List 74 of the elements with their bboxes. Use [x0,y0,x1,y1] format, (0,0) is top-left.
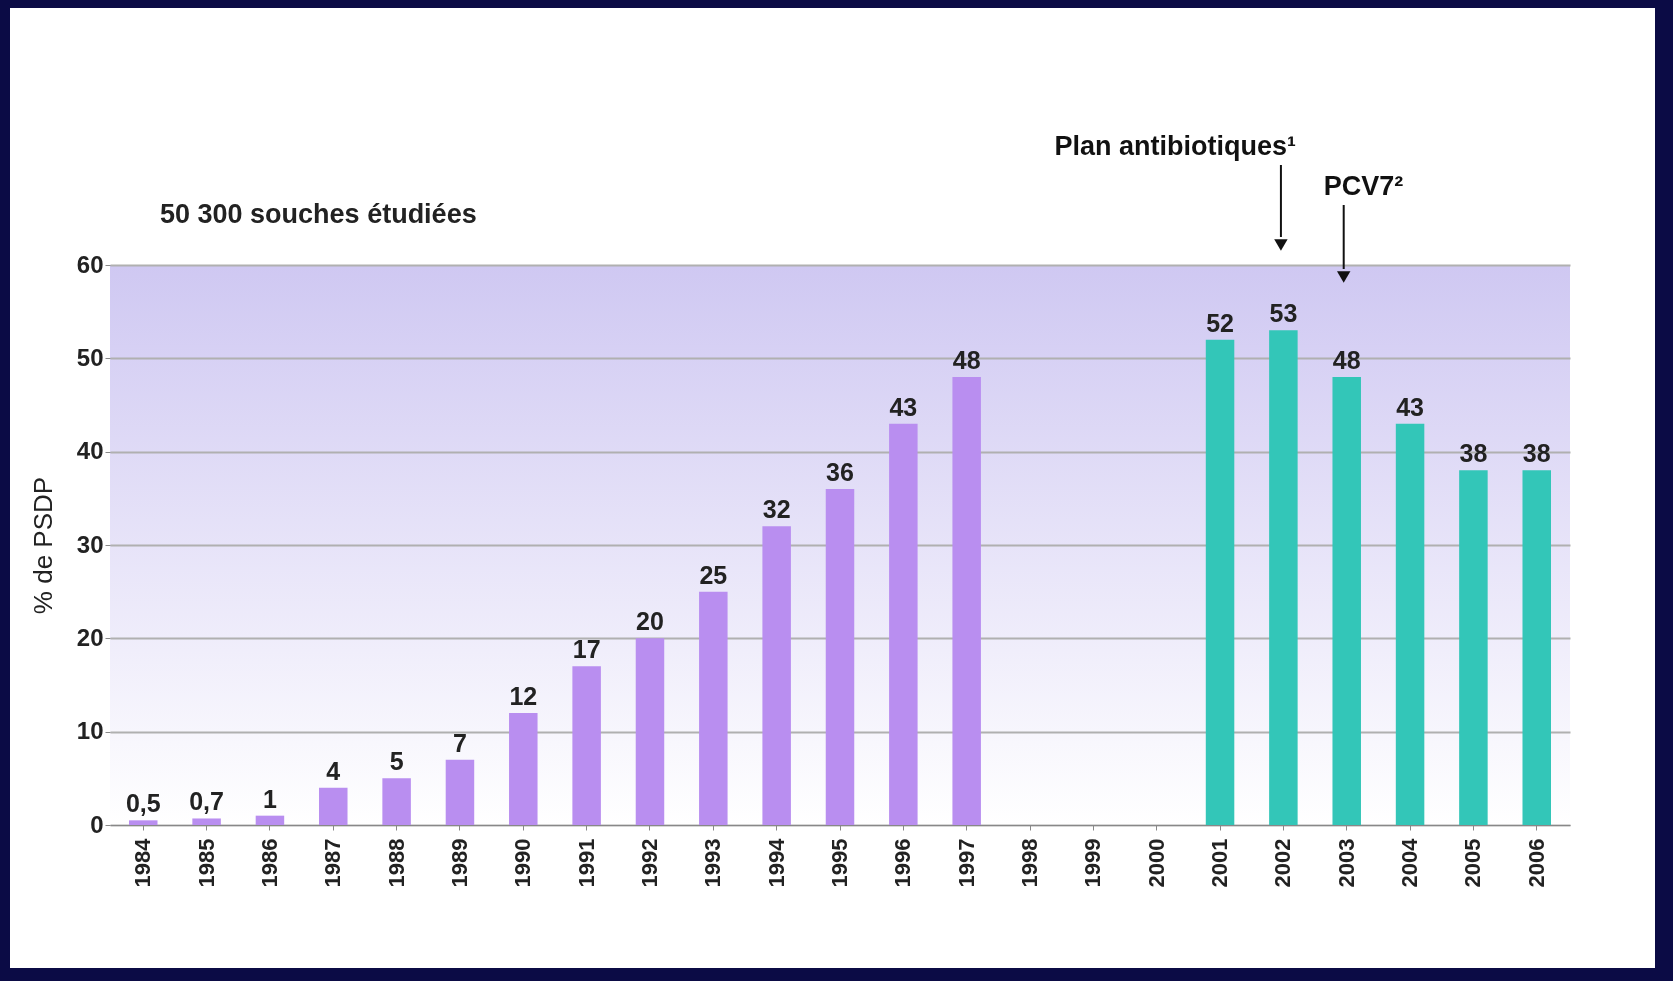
data-label: 43 [889,392,918,421]
x-tick-label: 1993 [700,838,726,888]
bar [192,818,221,825]
x-tick-label: 1987 [320,838,346,888]
data-label: 52 [1206,308,1234,337]
bar [825,489,855,825]
y-tick-label: 50 [76,343,104,371]
y-tick-label: 40 [76,437,104,465]
data-label: 17 [572,635,601,664]
x-tick-label: 1984 [130,837,156,888]
x-tick-label: 2001 [1207,838,1233,888]
bar [382,778,411,825]
bar [445,759,475,825]
data-label: 38 [1459,439,1488,468]
y-tick-label: 0 [90,810,104,838]
text: Plan antibiotiques¹ [1054,131,1296,161]
data-label: 12 [509,682,538,710]
data-label: 25 [699,560,728,589]
bar [1395,423,1425,825]
y-tick-label: 10 [76,717,104,745]
bar [699,591,728,825]
x-tick-label: 1985 [193,838,219,888]
x-tick-label: 2000 [1143,838,1169,888]
data-label: 48 [952,346,981,374]
data-label: 43 [1396,392,1424,421]
bar [1332,377,1361,825]
y-tick-label: 30 [76,530,104,558]
data-label: 7 [453,728,467,757]
data-label: 36 [826,458,854,486]
bar [762,526,791,825]
data-label: 0,7 [189,787,224,816]
x-tick-label: 1995 [827,838,852,888]
x-tick-label: 1998 [1017,838,1043,888]
x-tick-label: 1991 [573,838,599,888]
bar [889,423,918,825]
x-tick-label: 2003 [1333,838,1359,888]
y-tick-label: 20 [76,623,104,651]
data-label: 1 [262,784,277,813]
x-tick-label: 2002 [1270,838,1296,888]
bar [1522,470,1551,825]
bar [319,787,348,825]
data-label: 5 [389,747,404,776]
text: 50 300 souches étudiées [160,199,477,229]
bar [1269,330,1298,825]
bar [509,713,538,825]
data-label: 4 [326,756,341,785]
bar [1205,339,1235,825]
bar [129,820,158,825]
x-tick-label: 1992 [636,838,662,888]
bar [952,377,981,825]
text: PCV7² [1323,171,1404,201]
x-tick-label: 2004 [1397,837,1423,888]
data-label: 0,5 [125,789,161,818]
x-tick-label: 1994 [763,837,789,888]
x-tick-label: 1988 [383,838,409,888]
data-label: 38 [1522,439,1551,468]
x-tick-label: 1996 [890,838,916,888]
y-tick-label: 60 [76,250,104,278]
bar [255,815,285,825]
x-tick-label: 2006 [1523,838,1549,888]
x-tick-label: 1990 [510,838,536,888]
data-label: 53 [1269,299,1298,328]
bar [572,666,601,825]
data-label: 48 [1332,346,1361,374]
bar [635,638,665,825]
x-tick-label: 1986 [256,838,282,888]
x-tick-label: 1989 [446,838,472,888]
x-tick-label: 2005 [1460,838,1486,888]
y-axis-title: % de PSDP [27,476,58,615]
x-tick-label: 1999 [1080,838,1106,888]
bar [1459,470,1488,825]
x-tick-label: 1997 [953,838,979,888]
data-label: 20 [636,607,664,636]
data-label: 32 [762,495,791,524]
